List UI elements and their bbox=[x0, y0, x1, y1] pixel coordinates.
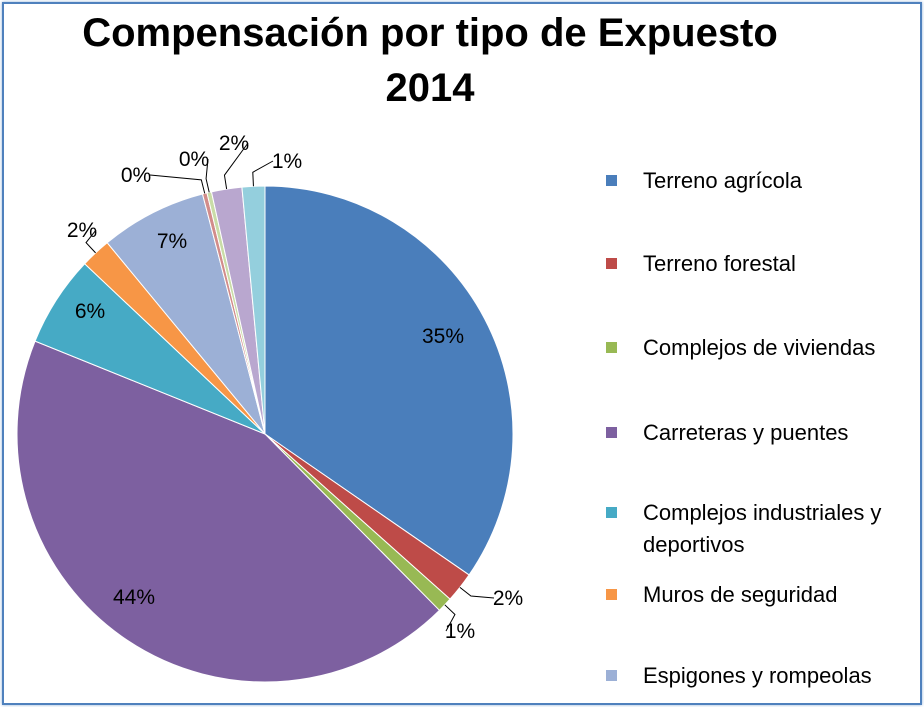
leader-line-1 bbox=[459, 586, 495, 599]
data-label-7: 0% bbox=[121, 164, 151, 187]
legend-swatch-4 bbox=[606, 507, 617, 518]
legend-item-2: Complejos de viviendas bbox=[606, 332, 913, 364]
data-label-1: 2% bbox=[493, 587, 523, 610]
legend-swatch-3 bbox=[606, 427, 617, 438]
data-label-9: 2% bbox=[219, 132, 249, 155]
legend-swatch-5 bbox=[606, 589, 617, 600]
data-label-4: 6% bbox=[75, 300, 105, 323]
data-label-3: 44% bbox=[113, 586, 155, 609]
leader-line-7 bbox=[149, 174, 206, 194]
legend-label-6: Espigones y rompeolas bbox=[643, 663, 872, 688]
data-labels: 35% 2% 1% 44% 6% 2% 7% 0% 0% 2% 1% bbox=[67, 132, 523, 643]
pie-slice-6 bbox=[106, 193, 266, 435]
legend-label-1: Terreno forestal bbox=[643, 251, 796, 276]
leader-line-9 bbox=[223, 142, 249, 190]
legend-label-4: Complejos industriales y deportivos bbox=[643, 500, 882, 557]
pie-slice-3 bbox=[16, 340, 441, 683]
data-label-5: 2% bbox=[67, 219, 97, 242]
legend-swatch-1 bbox=[606, 258, 617, 269]
data-label-8: 0% bbox=[179, 148, 209, 171]
chart-title-line1: Compensación por tipo de Expuesto bbox=[82, 11, 778, 55]
pie-slice-0 bbox=[264, 185, 514, 576]
data-label-10: 1% bbox=[272, 150, 302, 173]
legend-item-1: Terreno forestal bbox=[606, 248, 913, 280]
pie-slices bbox=[16, 185, 514, 683]
legend-swatch-6 bbox=[606, 670, 617, 681]
leader-line-8 bbox=[205, 158, 210, 193]
legend-swatch-2 bbox=[606, 342, 617, 353]
data-label-2: 1% bbox=[445, 620, 475, 643]
legend-label-0: Terreno agrícola bbox=[643, 168, 802, 193]
chart-title-line2: 2014 bbox=[385, 66, 475, 110]
legend-item-6: Espigones y rompeolas bbox=[606, 660, 913, 692]
legend-item-4: Complejos industriales y deportivos bbox=[606, 497, 913, 561]
pie-slice-10 bbox=[241, 185, 266, 435]
legend-item-3: Carreteras y puentes bbox=[606, 417, 913, 449]
chart-title: Compensación por tipo de Expuesto 2014 bbox=[0, 6, 860, 116]
leader-line-5 bbox=[85, 229, 97, 254]
leader-line-10 bbox=[252, 160, 274, 187]
legend-label-5: Muros de seguridad bbox=[643, 582, 838, 607]
leader-line-2 bbox=[444, 604, 456, 632]
data-label-0: 35% bbox=[422, 325, 464, 348]
data-label-6: 7% bbox=[157, 230, 187, 253]
leader-lines bbox=[85, 142, 495, 632]
legend-label-3: Carreteras y puentes bbox=[643, 420, 849, 445]
legend-item-0: Terreno agrícola bbox=[606, 165, 913, 197]
legend-item-5: Muros de seguridad bbox=[606, 579, 913, 611]
legend-swatch-0 bbox=[606, 175, 617, 186]
legend-label-2: Complejos de viviendas bbox=[643, 335, 876, 360]
